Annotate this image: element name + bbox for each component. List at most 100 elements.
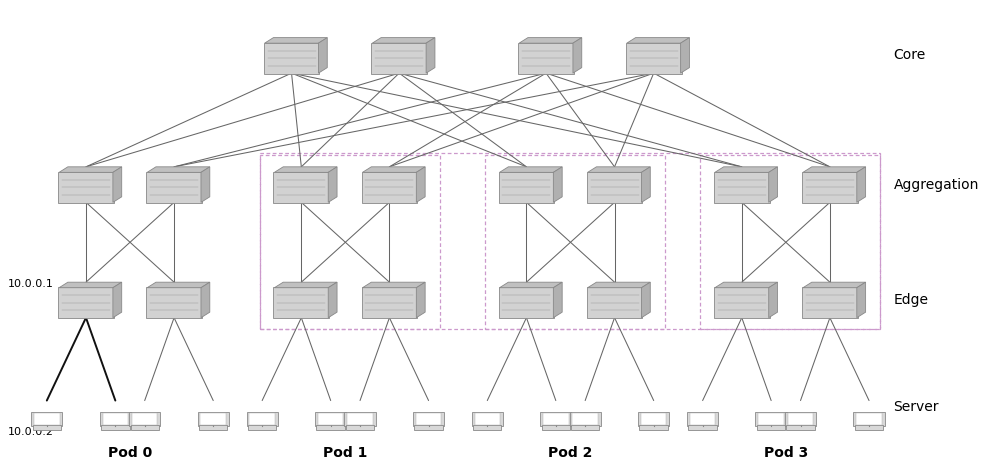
- FancyBboxPatch shape: [273, 287, 329, 318]
- FancyBboxPatch shape: [690, 413, 715, 425]
- FancyBboxPatch shape: [131, 425, 159, 430]
- FancyBboxPatch shape: [570, 411, 601, 426]
- Polygon shape: [362, 282, 425, 288]
- Text: Pod 0: Pod 0: [108, 446, 152, 460]
- FancyBboxPatch shape: [347, 413, 373, 425]
- FancyBboxPatch shape: [475, 413, 500, 425]
- FancyBboxPatch shape: [639, 425, 668, 430]
- FancyBboxPatch shape: [247, 411, 278, 426]
- FancyBboxPatch shape: [587, 287, 642, 318]
- FancyBboxPatch shape: [626, 42, 682, 74]
- FancyBboxPatch shape: [318, 413, 343, 425]
- FancyBboxPatch shape: [31, 411, 62, 426]
- Polygon shape: [573, 38, 582, 73]
- FancyBboxPatch shape: [540, 411, 571, 426]
- Polygon shape: [715, 282, 778, 288]
- Polygon shape: [416, 167, 425, 202]
- FancyBboxPatch shape: [103, 413, 128, 425]
- FancyBboxPatch shape: [199, 425, 227, 430]
- Polygon shape: [769, 167, 778, 202]
- FancyBboxPatch shape: [146, 172, 202, 203]
- FancyBboxPatch shape: [413, 411, 444, 426]
- FancyBboxPatch shape: [802, 172, 858, 203]
- Polygon shape: [113, 282, 122, 318]
- Polygon shape: [715, 167, 778, 172]
- FancyBboxPatch shape: [542, 425, 570, 430]
- Polygon shape: [519, 38, 582, 43]
- Polygon shape: [857, 167, 866, 202]
- Polygon shape: [857, 282, 866, 318]
- Polygon shape: [59, 282, 122, 288]
- Polygon shape: [769, 282, 778, 318]
- Polygon shape: [588, 167, 650, 172]
- Polygon shape: [328, 282, 337, 318]
- FancyBboxPatch shape: [572, 413, 598, 425]
- Text: Pod 2: Pod 2: [548, 446, 593, 460]
- FancyBboxPatch shape: [714, 287, 770, 318]
- Polygon shape: [641, 167, 650, 202]
- Bar: [485, 156, 665, 329]
- Polygon shape: [362, 167, 425, 172]
- Polygon shape: [274, 167, 337, 172]
- FancyBboxPatch shape: [786, 425, 815, 430]
- FancyBboxPatch shape: [100, 411, 131, 426]
- FancyBboxPatch shape: [571, 425, 599, 430]
- FancyBboxPatch shape: [499, 287, 554, 318]
- Text: Pod 1: Pod 1: [323, 446, 368, 460]
- FancyBboxPatch shape: [641, 413, 666, 425]
- Polygon shape: [113, 167, 122, 202]
- Polygon shape: [147, 167, 210, 172]
- FancyBboxPatch shape: [518, 42, 574, 74]
- Polygon shape: [274, 282, 337, 288]
- Polygon shape: [328, 167, 337, 202]
- FancyBboxPatch shape: [758, 413, 784, 425]
- FancyBboxPatch shape: [755, 411, 787, 426]
- FancyBboxPatch shape: [264, 42, 319, 74]
- FancyBboxPatch shape: [638, 411, 669, 426]
- FancyBboxPatch shape: [346, 425, 374, 430]
- Polygon shape: [147, 282, 210, 288]
- Text: 10.0.0.2: 10.0.0.2: [8, 427, 54, 437]
- FancyBboxPatch shape: [714, 172, 770, 203]
- Polygon shape: [500, 282, 562, 288]
- Polygon shape: [201, 167, 210, 202]
- Polygon shape: [803, 282, 866, 288]
- Polygon shape: [803, 167, 866, 172]
- Bar: [260, 153, 880, 329]
- FancyBboxPatch shape: [499, 172, 554, 203]
- Polygon shape: [641, 282, 650, 318]
- Text: Pod 3: Pod 3: [764, 446, 808, 460]
- FancyBboxPatch shape: [757, 425, 785, 430]
- FancyBboxPatch shape: [853, 411, 885, 426]
- FancyBboxPatch shape: [129, 411, 160, 426]
- Text: 10.0.0.1: 10.0.0.1: [8, 279, 54, 289]
- FancyBboxPatch shape: [248, 425, 276, 430]
- Bar: [260, 156, 440, 329]
- FancyBboxPatch shape: [856, 413, 882, 425]
- FancyBboxPatch shape: [58, 172, 114, 203]
- FancyBboxPatch shape: [414, 425, 443, 430]
- FancyBboxPatch shape: [273, 172, 329, 203]
- FancyBboxPatch shape: [371, 42, 427, 74]
- FancyBboxPatch shape: [687, 411, 718, 426]
- FancyBboxPatch shape: [198, 411, 229, 426]
- Polygon shape: [318, 38, 327, 73]
- FancyBboxPatch shape: [200, 413, 226, 425]
- Polygon shape: [265, 38, 327, 43]
- Polygon shape: [681, 38, 689, 73]
- FancyBboxPatch shape: [34, 413, 60, 425]
- Polygon shape: [372, 38, 435, 43]
- FancyBboxPatch shape: [362, 287, 417, 318]
- FancyBboxPatch shape: [249, 413, 275, 425]
- Text: Core: Core: [894, 49, 926, 63]
- FancyBboxPatch shape: [146, 287, 202, 318]
- FancyBboxPatch shape: [802, 287, 858, 318]
- FancyBboxPatch shape: [101, 425, 130, 430]
- FancyBboxPatch shape: [788, 413, 813, 425]
- Text: Aggregation: Aggregation: [894, 177, 979, 191]
- FancyBboxPatch shape: [855, 425, 883, 430]
- FancyBboxPatch shape: [688, 425, 717, 430]
- FancyBboxPatch shape: [472, 411, 503, 426]
- FancyBboxPatch shape: [785, 411, 816, 426]
- FancyBboxPatch shape: [315, 411, 346, 426]
